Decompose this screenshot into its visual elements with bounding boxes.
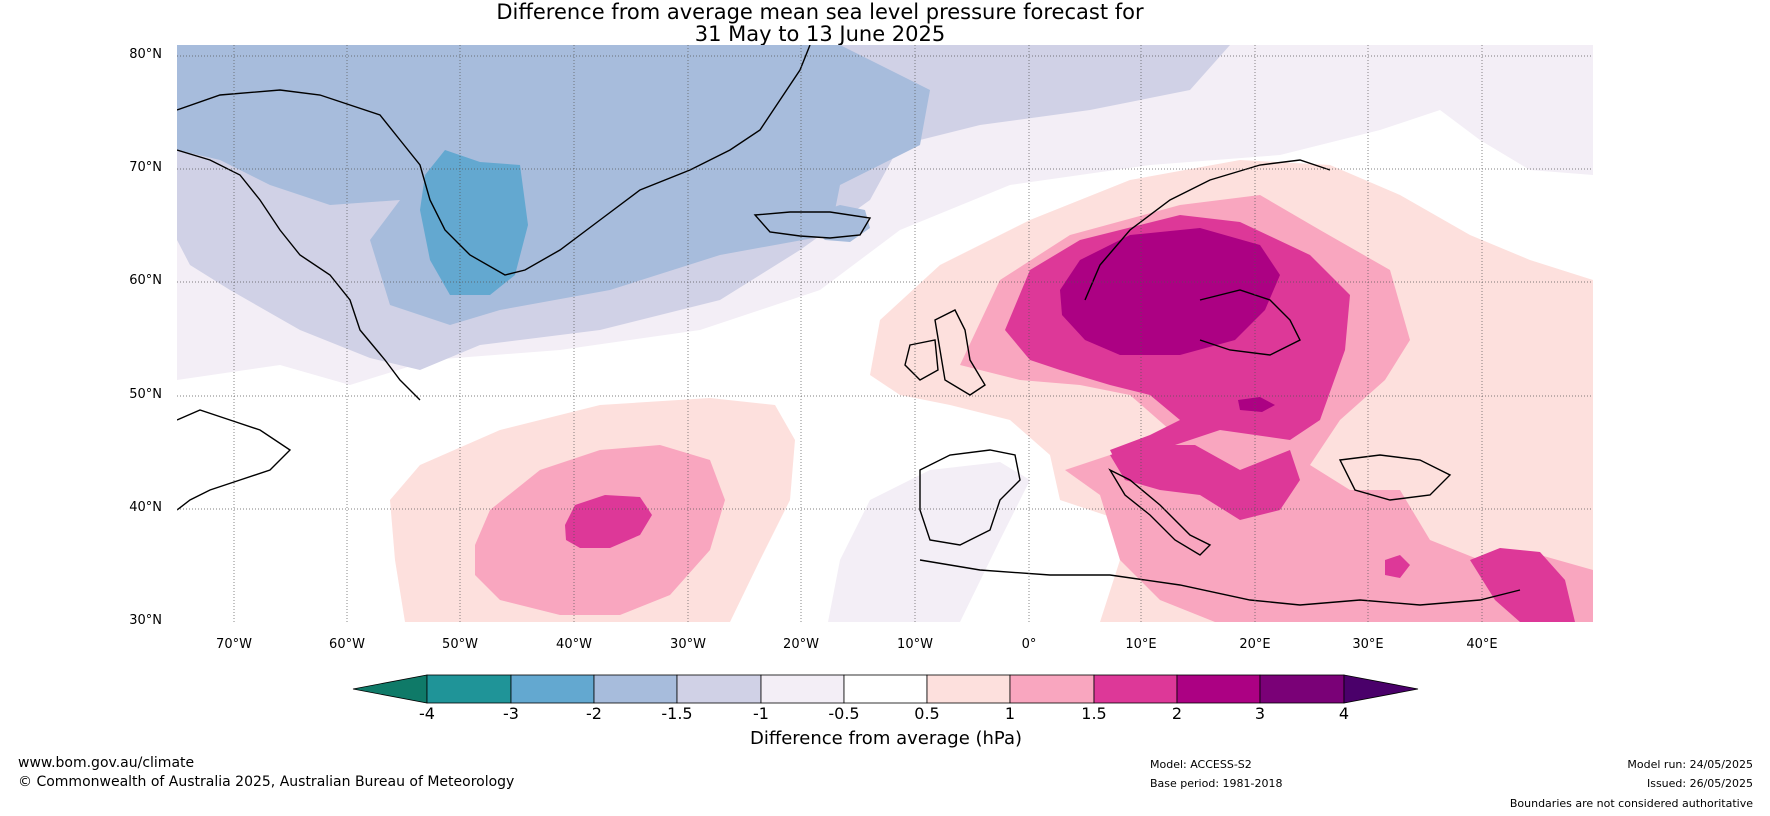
- lon-label: 0°: [1021, 637, 1037, 652]
- colorbar-tick-label: -3: [503, 704, 519, 723]
- contour-minus-0.5-south: [828, 462, 1030, 622]
- colorbar-tick-label: 1.5: [1081, 704, 1107, 723]
- contour-plus-2-central: [1238, 397, 1275, 412]
- map-title-line2: 31 May to 13 June 2025: [694, 22, 946, 46]
- model-run-date: Model run: 24/05/2025: [1627, 758, 1753, 771]
- lon-label: 30°W: [670, 637, 706, 652]
- lat-label: 40°N: [129, 500, 162, 515]
- coastline-baltic: [1199, 289, 1301, 356]
- colorbar-tick-label: 1: [1004, 704, 1016, 723]
- copyright-notice: © Commonwealth of Australia 2025, Austra…: [18, 774, 515, 790]
- lat-label: 50°N: [129, 387, 162, 402]
- lon-label: 10°W: [897, 637, 933, 652]
- model-info: Model: ACCESS-S2: [1150, 758, 1252, 771]
- lat-label: 80°N: [129, 47, 162, 62]
- colorbar-bin: [926, 674, 1011, 704]
- colorbar-tick-label: -1.5: [661, 704, 693, 723]
- coastline-norway: [1084, 159, 1331, 301]
- colorbar-bin: [593, 674, 678, 704]
- coastline-iberia: [919, 449, 1021, 546]
- colorbar-bin: [1259, 674, 1345, 704]
- lon-label: 70°W: [216, 637, 252, 652]
- coastline-italy: [1108, 468, 1212, 556]
- colorbar-bin: [1093, 674, 1178, 704]
- lat-label: 30°N: [129, 613, 162, 628]
- contour-minus-1.5: [177, 45, 930, 325]
- colorbar-arrow-right: [1343, 674, 1419, 704]
- lon-label: 20°E: [1239, 637, 1271, 652]
- colorbar-arrow-left: [352, 674, 428, 704]
- contour-minus-1.5-small: [812, 205, 870, 242]
- map-title-line1: Difference from average mean sea level p…: [496, 0, 1144, 24]
- colorbar-bin: [426, 674, 512, 704]
- contour-plus-1.5-balkans: [1110, 445, 1300, 520]
- coastlines: [177, 45, 1521, 606]
- colorbar-tick-label: -2: [586, 704, 602, 723]
- lat-label: 60°N: [129, 273, 162, 288]
- coastline-ireland: [904, 339, 939, 381]
- coastline-greenland: [177, 45, 811, 276]
- colorbar-tick-label: 2: [1171, 704, 1183, 723]
- lon-label: 30°E: [1352, 637, 1384, 652]
- coastline-british-isles: [934, 309, 986, 396]
- map-plot-area: [177, 45, 1593, 622]
- lon-label: 60°W: [329, 637, 365, 652]
- colorbar-bin: [1009, 674, 1095, 704]
- lat-label: 70°N: [129, 160, 162, 175]
- colorbar-tick-label: 4: [1338, 704, 1350, 723]
- coastline-canada-east: [177, 409, 292, 511]
- colorbar-bin: [1176, 674, 1261, 704]
- coastline-mediterranean: [919, 559, 1521, 606]
- colorbar-bin: [843, 674, 928, 704]
- lon-label: 10°E: [1125, 637, 1157, 652]
- website-link[interactable]: www.bom.gov.au/climate: [18, 755, 195, 771]
- contour-plus-2-scandinavia: [1060, 228, 1280, 355]
- contour-plus-1.5-atlantic: [565, 495, 652, 548]
- lon-label: 40°E: [1466, 637, 1498, 652]
- colorbar-bin: [510, 674, 595, 704]
- contour-minus-2: [420, 150, 528, 295]
- contour-plus-1.5-middle-east: [1470, 548, 1575, 622]
- lon-label: 20°W: [783, 637, 819, 652]
- issued-date: Issued: 26/05/2025: [1646, 777, 1753, 790]
- gridlines: [177, 45, 1593, 622]
- colorbar-bin: [676, 674, 762, 704]
- lon-label: 50°W: [442, 637, 478, 652]
- coastline-canada-north: [177, 149, 421, 401]
- colorbar-tick-label: -4: [419, 704, 435, 723]
- base-period-info: Base period: 1981-2018: [1150, 777, 1283, 790]
- lon-label: 40°W: [556, 637, 592, 652]
- colorbar-tick-label: -0.5: [828, 704, 860, 723]
- colorbar-tick-label: 3: [1254, 704, 1266, 723]
- colorbar-bin: [760, 674, 845, 704]
- colorbar-tick-label: -1: [753, 704, 769, 723]
- colorbar-tick-label: 0.5: [914, 704, 940, 723]
- contour-plus-1.5-turkey: [1385, 555, 1410, 578]
- boundaries-disclaimer: Boundaries are not considered authoritat…: [1509, 797, 1753, 810]
- colorbar-label: Difference from average (hPa): [749, 728, 1023, 749]
- coastline-iceland: [753, 211, 872, 239]
- coastline-black-sea: [1338, 454, 1452, 501]
- colorbar: [352, 674, 1419, 704]
